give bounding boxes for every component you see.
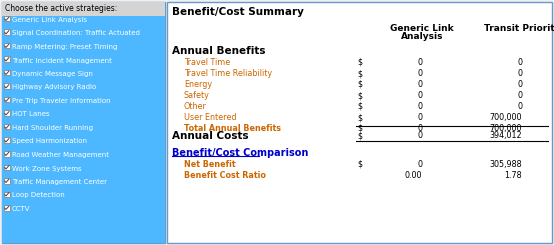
Text: Generic Link Analysis: Generic Link Analysis xyxy=(12,17,87,23)
Text: HOT Lanes: HOT Lanes xyxy=(12,111,50,118)
Text: Safety: Safety xyxy=(184,91,210,100)
FancyBboxPatch shape xyxy=(2,2,165,16)
FancyBboxPatch shape xyxy=(4,192,9,197)
Text: $: $ xyxy=(357,160,362,169)
Text: 700,000: 700,000 xyxy=(490,113,522,122)
Text: 0: 0 xyxy=(517,69,522,78)
Text: Energy: Energy xyxy=(184,80,212,89)
Text: Pre Trip Traveler Information: Pre Trip Traveler Information xyxy=(12,98,111,104)
Text: Hard Shoulder Running: Hard Shoulder Running xyxy=(12,125,93,131)
FancyBboxPatch shape xyxy=(4,43,9,49)
Text: 0: 0 xyxy=(417,131,422,140)
Text: $: $ xyxy=(357,124,362,133)
Text: Highway Advisory Radio: Highway Advisory Radio xyxy=(12,85,96,90)
FancyBboxPatch shape xyxy=(4,16,9,22)
FancyBboxPatch shape xyxy=(2,16,165,243)
Text: CCTV: CCTV xyxy=(12,206,30,212)
Text: Signal Coordination: Traffic Actuated: Signal Coordination: Traffic Actuated xyxy=(12,30,140,37)
Text: 0: 0 xyxy=(417,91,422,100)
Text: 0: 0 xyxy=(417,58,422,67)
Text: $: $ xyxy=(357,91,362,100)
Text: Speed Harmonization: Speed Harmonization xyxy=(12,138,87,145)
Text: Generic Link: Generic Link xyxy=(390,24,454,33)
Text: Work Zone Systems: Work Zone Systems xyxy=(12,166,81,171)
FancyBboxPatch shape xyxy=(4,164,9,170)
FancyBboxPatch shape xyxy=(4,178,9,184)
Text: 0: 0 xyxy=(417,102,422,111)
Text: 1.78: 1.78 xyxy=(504,171,522,180)
Text: $: $ xyxy=(357,69,362,78)
Text: $: $ xyxy=(357,113,362,122)
FancyBboxPatch shape xyxy=(4,70,9,75)
Text: Benefit Cost Ratio: Benefit Cost Ratio xyxy=(184,171,266,180)
Text: Traffic Management Center: Traffic Management Center xyxy=(12,179,107,185)
Text: Net Benefit: Net Benefit xyxy=(184,160,235,169)
Text: $: $ xyxy=(357,80,362,89)
Text: 0: 0 xyxy=(417,80,422,89)
Text: 0: 0 xyxy=(517,91,522,100)
Text: 0: 0 xyxy=(417,113,422,122)
Text: Annual Benefits: Annual Benefits xyxy=(172,46,265,56)
FancyBboxPatch shape xyxy=(4,110,9,116)
Text: 305,988: 305,988 xyxy=(489,160,522,169)
Text: Ramp Metering: Preset Timing: Ramp Metering: Preset Timing xyxy=(12,44,117,50)
Text: Traffic Incident Management: Traffic Incident Management xyxy=(12,58,112,63)
FancyBboxPatch shape xyxy=(2,2,165,243)
Text: Loop Detection: Loop Detection xyxy=(12,193,65,198)
Text: Road Weather Management: Road Weather Management xyxy=(12,152,109,158)
Text: Travel Time Reliability: Travel Time Reliability xyxy=(184,69,272,78)
FancyBboxPatch shape xyxy=(4,124,9,130)
Text: 394,012: 394,012 xyxy=(489,131,522,140)
Text: Total Annual Benefits: Total Annual Benefits xyxy=(184,124,281,133)
Text: Other: Other xyxy=(184,102,207,111)
Text: $: $ xyxy=(357,131,362,140)
Text: Dynamic Message Sign: Dynamic Message Sign xyxy=(12,71,93,77)
Text: $: $ xyxy=(357,102,362,111)
FancyBboxPatch shape xyxy=(4,84,9,89)
Text: Annual Costs: Annual Costs xyxy=(172,131,249,141)
FancyBboxPatch shape xyxy=(4,57,9,62)
Text: Transit Priority: Transit Priority xyxy=(484,24,554,33)
Text: 0: 0 xyxy=(417,69,422,78)
Text: Analysis: Analysis xyxy=(401,32,443,41)
FancyBboxPatch shape xyxy=(4,97,9,102)
Text: 0: 0 xyxy=(417,124,422,133)
Text: $: $ xyxy=(357,58,362,67)
Text: Benefit/Cost Summary: Benefit/Cost Summary xyxy=(172,7,304,17)
FancyBboxPatch shape xyxy=(4,137,9,143)
Text: 0: 0 xyxy=(517,58,522,67)
Text: 0.00: 0.00 xyxy=(404,171,422,180)
Text: 0: 0 xyxy=(517,102,522,111)
Text: 0: 0 xyxy=(417,160,422,169)
Text: 0: 0 xyxy=(517,80,522,89)
FancyBboxPatch shape xyxy=(4,29,9,35)
Text: 700,000: 700,000 xyxy=(490,124,522,133)
Text: Travel Time: Travel Time xyxy=(184,58,230,67)
Text: Benefit/Cost Comparison: Benefit/Cost Comparison xyxy=(172,148,309,158)
FancyBboxPatch shape xyxy=(4,151,9,157)
FancyBboxPatch shape xyxy=(4,205,9,210)
FancyBboxPatch shape xyxy=(167,2,552,243)
Text: User Entered: User Entered xyxy=(184,113,237,122)
Text: Choose the active strategies:: Choose the active strategies: xyxy=(5,4,117,13)
